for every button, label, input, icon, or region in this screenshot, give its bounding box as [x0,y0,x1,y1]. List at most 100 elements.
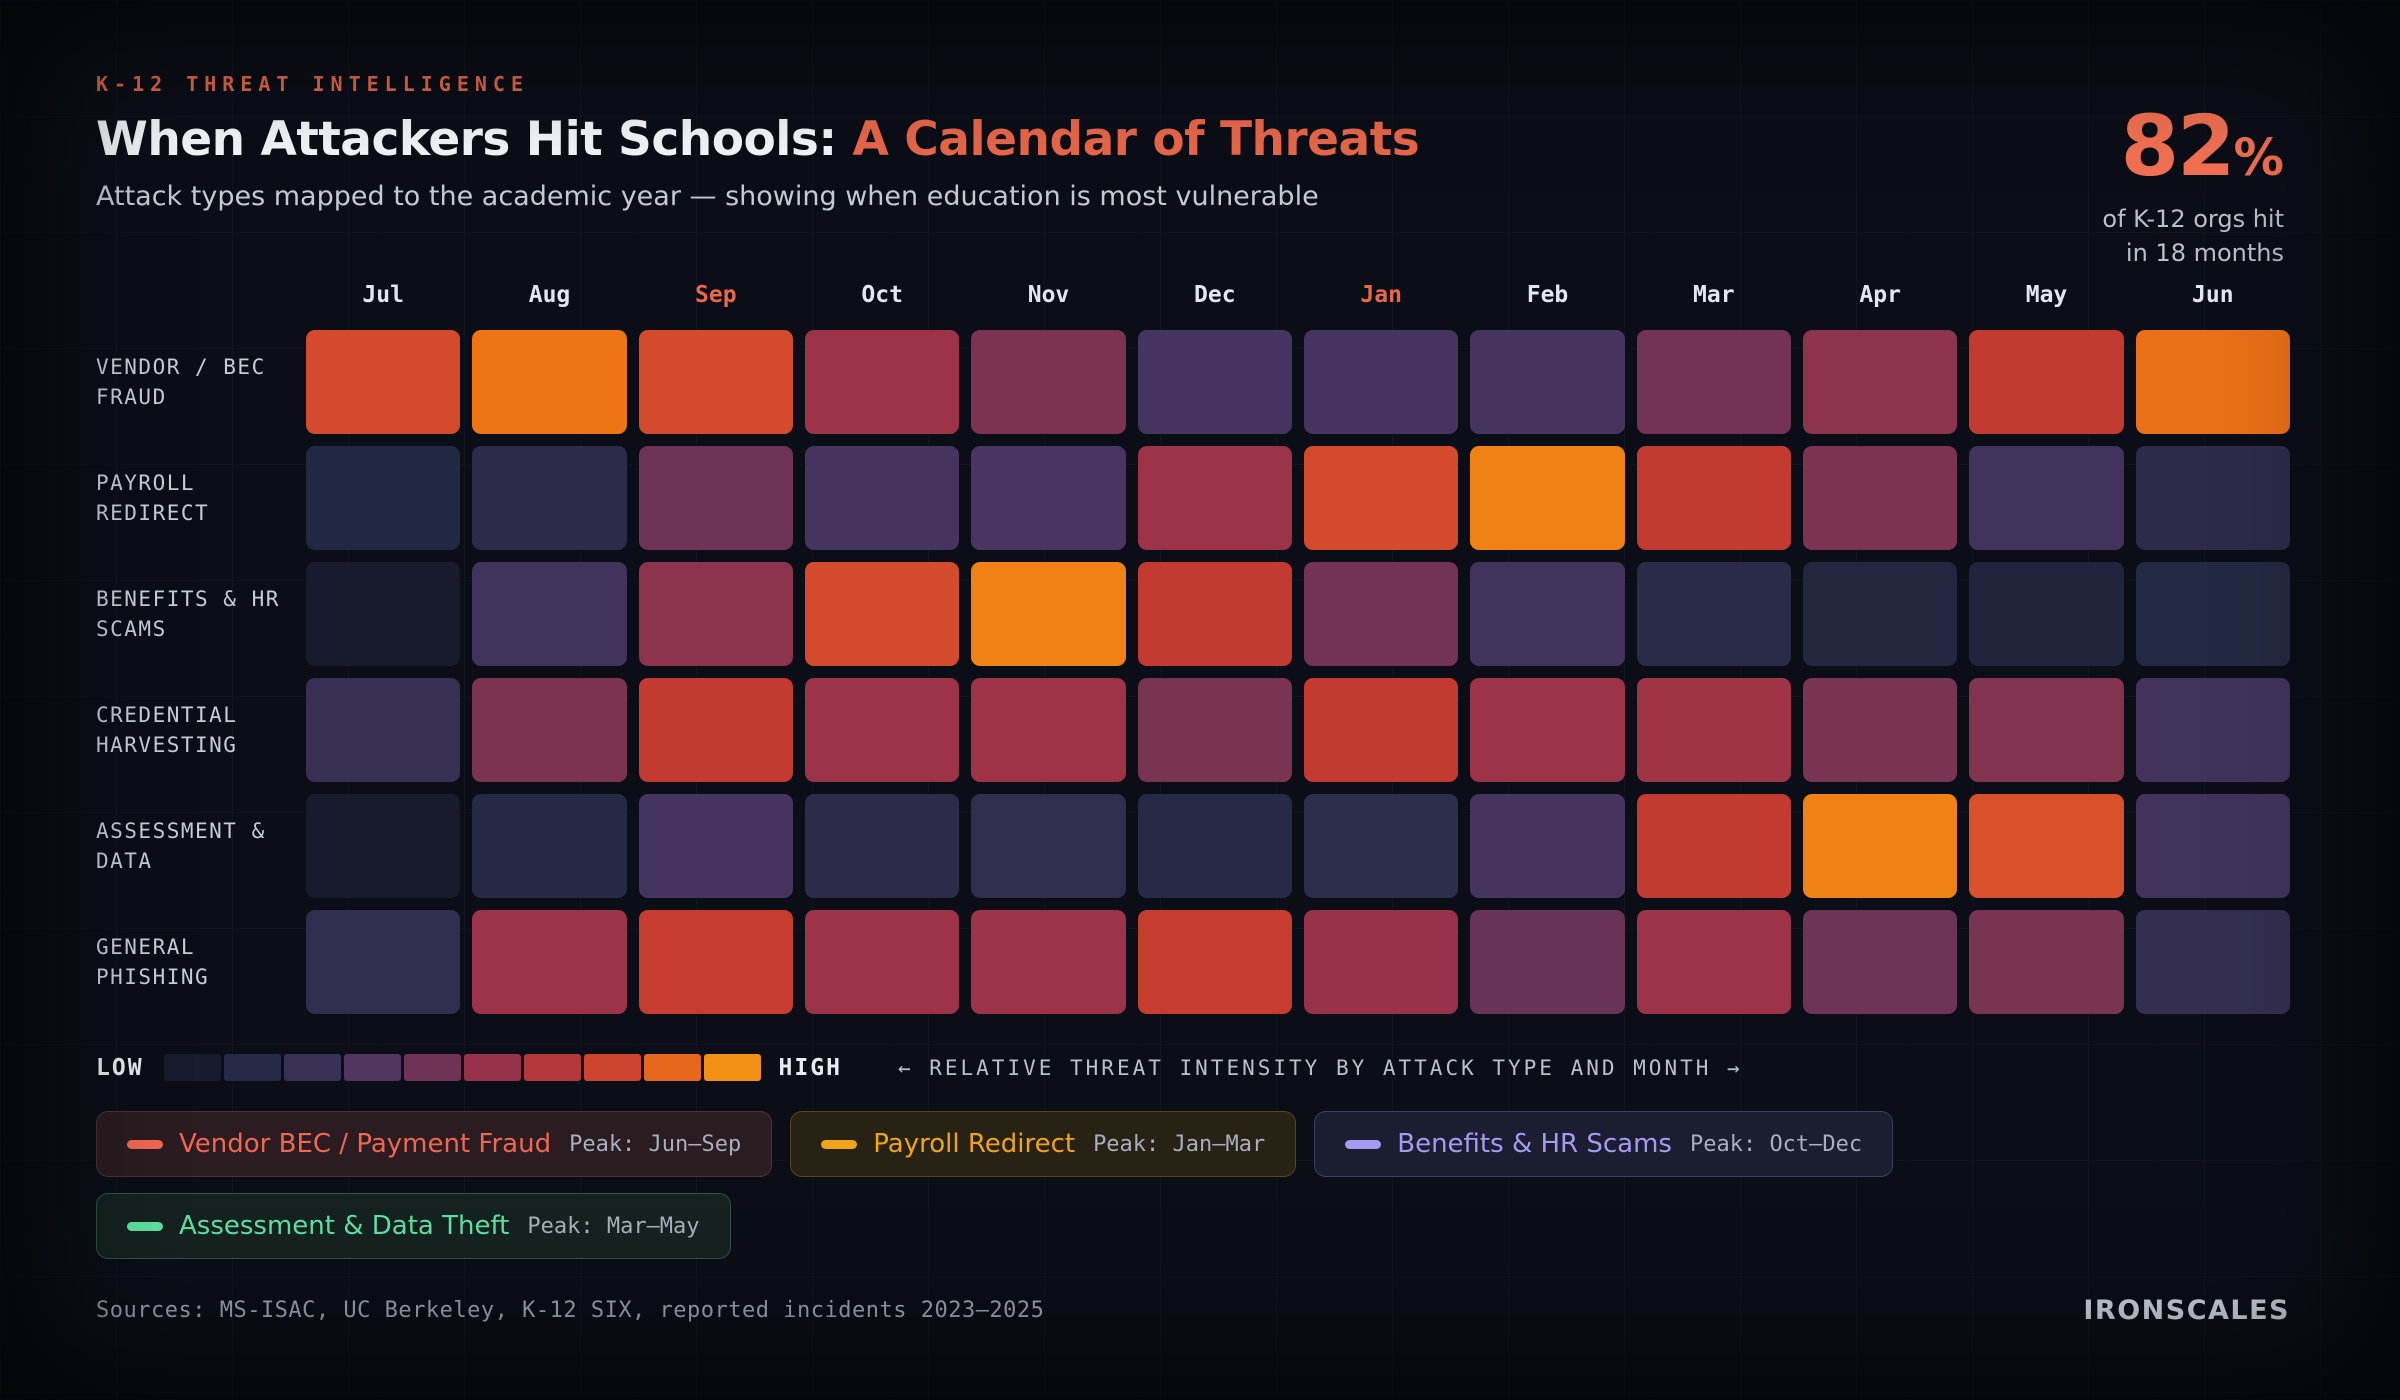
heatmap-cell [306,562,461,666]
row-label: VENDOR / BEC FRAUD [96,355,266,409]
scale-swatch [343,1054,401,1081]
key-chip-dash-icon [127,1139,163,1149]
scale-swatch [463,1054,521,1081]
month-label-oct: Oct [861,282,903,308]
scale-swatch [283,1054,341,1081]
key-chip-peak: Peak: Jan–Mar [1093,1131,1266,1157]
scale-high-label: HIGH [778,1054,842,1081]
month-label-mar: Mar [1693,282,1735,308]
heatmap-cell [1969,794,2124,898]
key-chip-name: Payroll Redirect [873,1129,1076,1159]
heatmap-cell [971,910,1126,1014]
heatmap-cell [1137,562,1292,666]
heatmap-cell [1303,446,1459,550]
heatmap-cell [1137,794,1292,898]
heatmap-cell [1802,794,1958,898]
heatmap-cell [1636,678,1791,782]
heatmap-corner-spacer [96,262,294,318]
stat-percent-sign: % [2233,128,2285,187]
scale-note: ← RELATIVE THREAT INTENSITY BY ATTACK TY… [897,1055,1743,1080]
row-label: PAYROLL REDIRECT [96,471,210,525]
heatmap-cell [1470,562,1625,666]
page-title: When Attackers Hit Schools: A Calendar o… [96,112,2290,167]
month-label-sep: Sep [695,282,737,308]
scale-swatches [163,1054,761,1081]
heatmap-cell [1636,330,1791,434]
heatmap-cell [472,562,627,666]
row-label: BENEFITS & HR SCAMS [96,587,280,641]
scale-swatch [643,1054,701,1081]
stat-caption: of K-12 orgs hit in 18 months [2102,202,2284,270]
heatmap-cell [1636,910,1791,1014]
stat-value: 82% [2102,104,2284,188]
heatmap-cell [804,562,960,666]
heatmap-cell [638,794,793,898]
heatmap-cell [1470,678,1625,782]
scale-low-label: LOW [96,1054,144,1081]
scale-swatch [703,1054,761,1081]
month-label-dec: Dec [1194,282,1236,308]
key-chip-name: Vendor BEC / Payment Fraud [179,1129,552,1159]
heatmap-cell [1969,910,2124,1014]
heatmap-cell [971,562,1126,666]
scale-swatch [223,1054,281,1081]
key-chip-name: Assessment & Data Theft [179,1211,510,1241]
row-label: CREDENTIAL HARVESTING [96,703,238,757]
heatmap-cell [1137,446,1292,550]
heatmap-cell [1969,330,2124,434]
key-chip-dash-icon [1345,1139,1382,1149]
heatmap-cell [306,794,461,898]
footer: Sources: MS-ISAC, UC Berkeley, K-12 SIX,… [96,1295,2290,1326]
heatmap-cell [306,910,461,1014]
heatmap-cell [1470,794,1625,898]
month-label-jun: Jun [2192,282,2234,308]
heatmap-cell [638,678,793,782]
stat-caption-line2: in 18 months [2125,239,2284,267]
heatmap-cell [638,446,793,550]
stat-block: 82% of K-12 orgs hit in 18 months [2102,104,2284,270]
heatmap-cell [1802,678,1958,782]
heatmap-cell [971,794,1126,898]
heatmap-cell [1303,794,1459,898]
heatmap-cell [1137,678,1292,782]
heatmap-cell [804,678,960,782]
heatmap-cell [1303,678,1459,782]
heatmap-cell [2135,446,2290,550]
key-chips-row-1: Vendor BEC / Payment Fraud Peak: Jun–Sep P… [96,1111,2290,1177]
heatmap-cell [1802,446,1958,550]
key-chip-dash-icon [127,1221,163,1231]
key-chips-row-2: Assessment & Data Theft Peak: Mar–May [96,1193,2290,1259]
heatmap-cell [472,910,627,1014]
heatmap-cell [638,910,793,1014]
key-chip-peak: Peak: Jun–Sep [569,1131,742,1157]
heatmap-cell [971,330,1126,434]
key-chip: Assessment & Data Theft Peak: Mar–May [96,1193,731,1259]
scale-swatch [403,1054,461,1081]
stat-caption-line1: of K-12 orgs hit [2102,205,2284,233]
heatmap-cell [1137,910,1292,1014]
heatmap-cell [971,678,1126,782]
stat-number: 82 [2120,97,2236,195]
heatmap-cell [971,446,1126,550]
heatmap-cell [1636,446,1791,550]
heatmap-cell [1636,562,1791,666]
page-title-accent: A Calendar of Threats [852,112,1420,167]
heatmap-cell [1802,562,1958,666]
heatmap-cell [472,678,627,782]
heatmap-cell [2135,330,2290,434]
heatmap-cell [306,678,461,782]
key-chip-name: Benefits & HR Scams [1397,1129,1672,1159]
month-label-jan: Jan [1360,282,1402,308]
heatmap-cell [1303,562,1459,666]
page-subtitle: Attack types mapped to the academic year… [96,181,1319,212]
row-label: ASSESSMENT & DATA [96,819,266,873]
heatmap-cell [804,330,960,434]
heatmap-cell [1636,794,1791,898]
heatmap-cell [1802,910,1958,1014]
month-label-feb: Feb [1526,282,1569,308]
heatmap-cell [306,446,461,550]
heatmap-cell [2135,678,2290,782]
scale-swatch [583,1054,641,1081]
key-chip: Benefits & HR Scams Peak: Oct–Dec [1314,1111,1894,1177]
month-label-jul: Jul [362,282,404,308]
